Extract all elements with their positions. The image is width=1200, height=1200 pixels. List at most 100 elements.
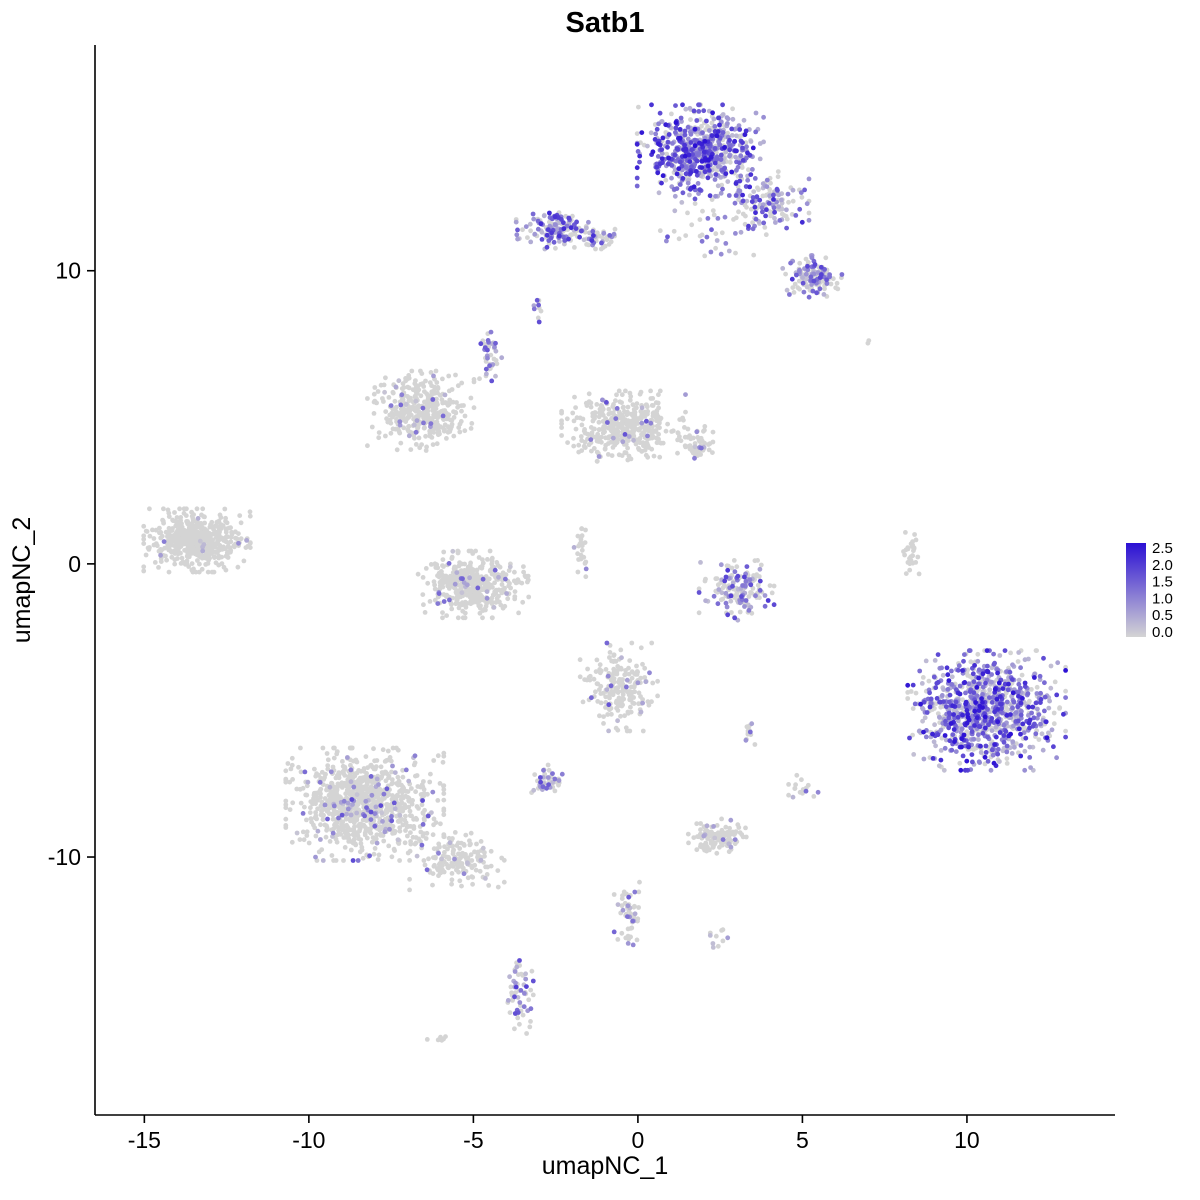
data-point (495, 868, 501, 873)
data-point (627, 658, 633, 663)
data-point (238, 520, 244, 526)
data-point (614, 392, 619, 398)
data-point (804, 201, 810, 207)
data-point (529, 968, 535, 974)
data-point (965, 673, 971, 678)
data-point (501, 879, 507, 885)
data-point (513, 219, 519, 225)
data-point (623, 388, 628, 394)
x-tick-label: -10 (292, 1127, 325, 1153)
data-point (146, 547, 152, 552)
data-point (379, 770, 385, 775)
data-point (550, 780, 556, 785)
data-point (493, 600, 499, 605)
data-point (348, 827, 354, 833)
data-point (287, 807, 293, 812)
data-point (806, 217, 812, 223)
data-point (625, 418, 631, 424)
data-point (669, 429, 675, 434)
data-point (784, 287, 790, 293)
data-point (939, 693, 945, 698)
data-point (907, 561, 913, 567)
data-point (960, 697, 965, 703)
data-point (351, 784, 357, 790)
data-point (156, 565, 161, 570)
data-point (528, 1019, 533, 1024)
data-point (211, 569, 217, 575)
data-point (965, 667, 971, 673)
data-point (590, 418, 596, 424)
data-point (638, 645, 644, 651)
data-point (776, 192, 782, 198)
data-point (431, 863, 437, 869)
data-point (200, 548, 206, 554)
data-point (371, 851, 377, 857)
data-point (324, 751, 330, 756)
data-point (477, 610, 483, 616)
data-point (216, 526, 222, 532)
data-point (296, 764, 301, 770)
data-point (650, 410, 656, 416)
data-point (180, 535, 186, 541)
data-point (470, 881, 475, 887)
data-point (631, 418, 637, 424)
data-point (415, 571, 421, 577)
data-point (244, 538, 250, 543)
data-point (619, 392, 625, 398)
data-point (713, 245, 718, 251)
data-point (421, 787, 427, 792)
data-point (1055, 660, 1061, 666)
data-point (430, 832, 436, 838)
data-point (440, 759, 446, 765)
data-point (441, 812, 447, 818)
data-point (724, 604, 730, 610)
data-point (430, 882, 435, 888)
data-point (440, 610, 445, 615)
data-point (575, 569, 581, 575)
data-point (373, 804, 379, 810)
data-point (762, 593, 768, 598)
data-point (459, 561, 465, 567)
data-point (169, 533, 175, 539)
data-point (318, 786, 324, 792)
data-point (656, 121, 661, 127)
data-point (474, 567, 480, 573)
data-point (1035, 706, 1040, 712)
data-point (727, 153, 732, 159)
data-point (755, 582, 761, 588)
data-point (483, 574, 489, 579)
data-point (431, 373, 436, 379)
data-point (528, 228, 533, 234)
data-point (346, 839, 352, 844)
data-point (559, 433, 564, 438)
data-point (173, 519, 179, 524)
data-point (584, 677, 590, 683)
data-point (191, 547, 197, 552)
data-point (586, 391, 592, 397)
data-point (476, 603, 482, 609)
data-point (184, 506, 189, 512)
data-point (413, 442, 419, 447)
data-point (723, 824, 729, 830)
data-point (173, 539, 179, 544)
data-point (447, 864, 453, 869)
data-point (920, 675, 926, 680)
data-point (545, 775, 551, 780)
data-point (221, 564, 227, 570)
data-point (1052, 679, 1058, 685)
data-point (417, 445, 423, 451)
data-point (424, 401, 430, 407)
data-point (216, 555, 222, 561)
data-point (322, 802, 328, 808)
data-point (318, 837, 323, 842)
data-point (340, 759, 345, 764)
data-point (702, 253, 708, 259)
data-point (671, 228, 677, 234)
data-point (166, 514, 172, 519)
data-point (686, 840, 691, 846)
data-point (631, 695, 636, 700)
data-point (429, 416, 435, 421)
data-point (1027, 744, 1033, 750)
data-point (419, 802, 425, 808)
data-point (740, 834, 746, 840)
